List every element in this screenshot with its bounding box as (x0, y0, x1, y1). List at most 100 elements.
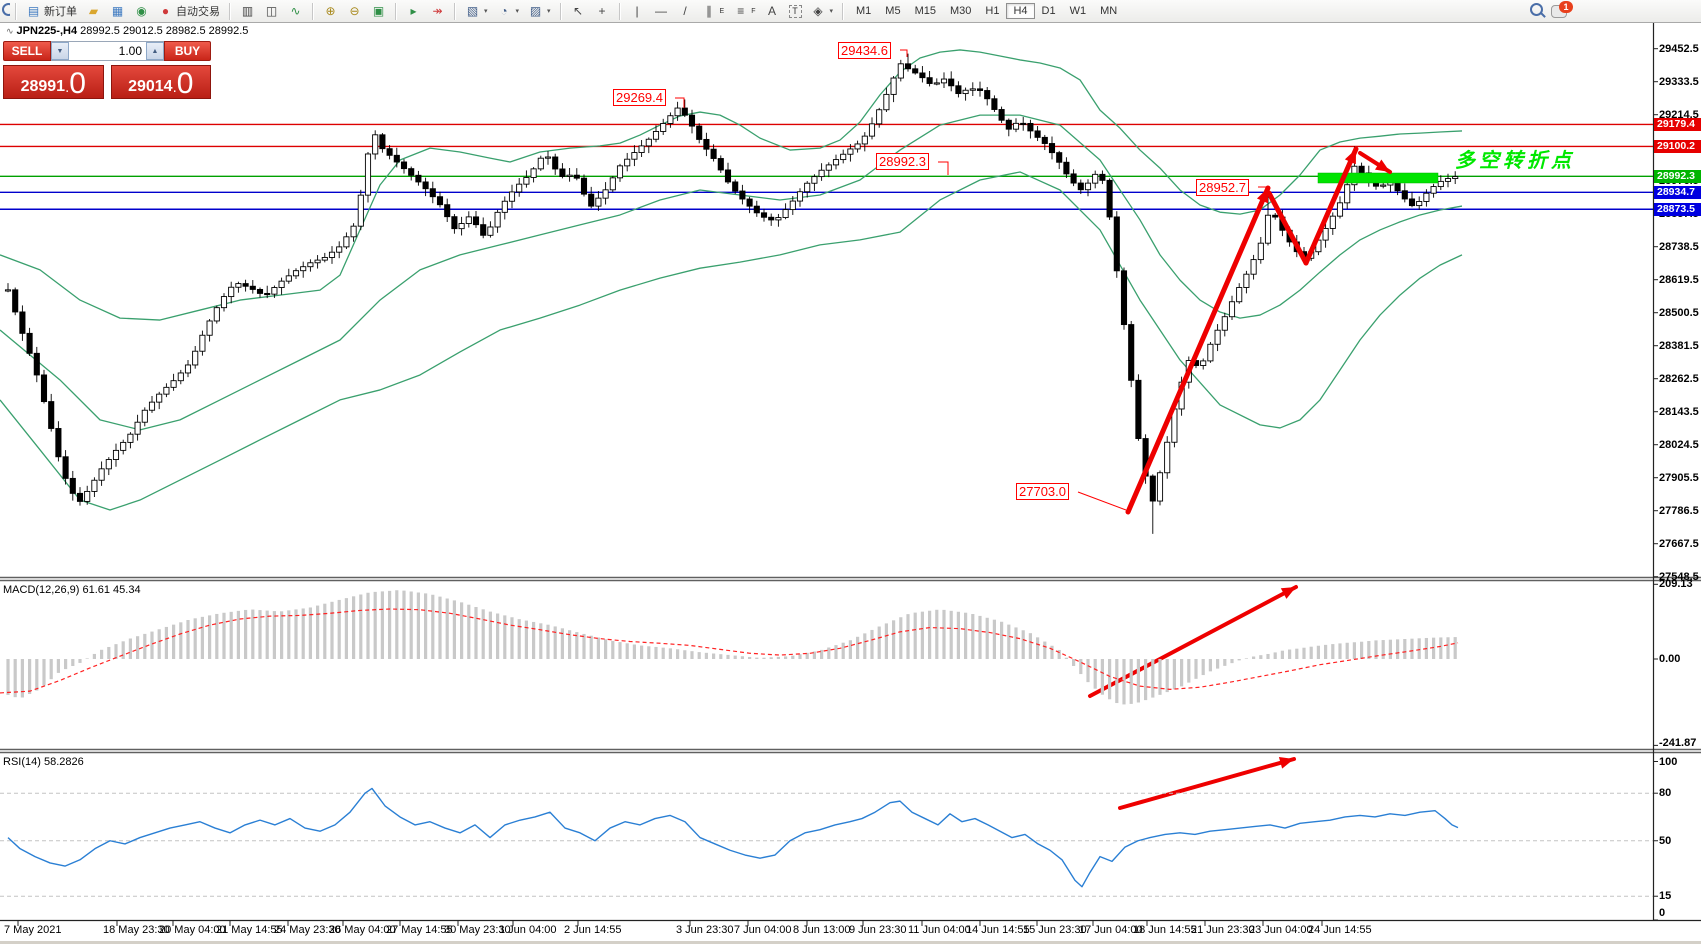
chevron-down-icon: ▾ (484, 8, 488, 15)
time-tick-label: 20 May 04:00 (159, 924, 226, 936)
candles-layer (4, 53, 1459, 534)
volume-decrease-button[interactable]: ▼ (51, 42, 69, 60)
rsi-axis-label: 80 (1659, 787, 1672, 800)
chart-shift-button[interactable]: ▸ (402, 3, 425, 20)
new-chart-button[interactable]: ▧ ▾ (461, 3, 492, 20)
time-tick-label: 24 May 23:30 (274, 924, 341, 936)
price-badge: 28992.3 (1654, 169, 1701, 183)
sell-price-display[interactable]: 28991. 0 (3, 65, 104, 99)
price-annotation-29269[interactable]: 29269.4 (613, 89, 666, 106)
timeframe-mn[interactable]: MN (1100, 5, 1118, 17)
toolbar-separator (454, 2, 456, 20)
vertical-line-button[interactable]: | (626, 3, 649, 20)
price-annotation-27703[interactable]: 27703.0 (1016, 483, 1069, 500)
price-tick-label: 27667.5 (1659, 537, 1699, 550)
auto-scroll-icon: ↠ (432, 3, 443, 18)
time-tick-label: 14 Jun 14:55 (966, 924, 1030, 936)
channel-button[interactable]: ∥ E (698, 3, 729, 20)
price-annotation-28992[interactable]: 28992.3 (876, 153, 929, 170)
bar-chart-button[interactable]: ▥ (236, 3, 259, 20)
price-annotation-28952[interactable]: 28952.7 (1196, 179, 1249, 196)
one-click-trading-panel: SELL ▼ 1.00 ▲ BUY 28991. 0 29014. 0 (3, 41, 211, 99)
main-toolbar: ▤ 新订单 ▰ ▦ ◉ ● 自动交易 ▥ ◫ ∿ ⊕ ⊖ ▣ ▸ ↠ ▧ ▾ ◔ ▾… (0, 0, 1701, 23)
time-tick-label: 23 Jun 04:00 (1249, 924, 1313, 936)
timeframe-h1[interactable]: H1 (985, 5, 1000, 17)
price-tick-label: 29333.5 (1659, 75, 1699, 88)
sell-price-big-digit: 0 (69, 67, 86, 100)
cursor-button[interactable]: ↖ (567, 3, 590, 20)
horizontal-line-button[interactable]: — (650, 3, 673, 20)
buy-price-display[interactable]: 29014. 0 (110, 65, 211, 100)
vertical-line-icon: | (635, 3, 639, 18)
rsi-label: RSI(14) 58.2826 (3, 756, 84, 768)
timeframe-m30[interactable]: M30 (949, 5, 972, 17)
auto-scroll-button[interactable]: ↠ (426, 3, 449, 20)
support-highlight-bar (1317, 172, 1439, 184)
candlestick-icon: ◫ (265, 3, 278, 18)
channel-icon: ∥ (706, 3, 713, 18)
buy-price-big-digit: 0 (176, 67, 194, 100)
price-annotation-29434[interactable]: 29434.6 (838, 42, 891, 59)
timeframe-h4[interactable]: H4 (1006, 3, 1035, 19)
clock-icon: ◔ (500, 3, 508, 18)
timeframe-m5[interactable]: M5 (885, 5, 901, 17)
shapes-button[interactable]: ◈ ▾ (807, 3, 838, 20)
time-tick-label: 17 Jun 04:00 (1079, 924, 1143, 936)
tile-windows-button[interactable]: ▣ (367, 3, 390, 20)
turning-point-annotation[interactable]: 多空转折点 (1455, 150, 1575, 172)
timeframe-m15[interactable]: M15 (914, 5, 936, 17)
toolbar-separator (312, 2, 314, 20)
zoom-in-button[interactable]: ⊕ (319, 3, 342, 20)
new-order-button[interactable]: ▤ 新订单 (22, 2, 81, 20)
price-tick-label: 28024.5 (1659, 438, 1699, 451)
toolbar-separator (15, 2, 17, 20)
time-tick-label: 9 Jun 23:30 (849, 924, 907, 936)
text-button[interactable]: A (761, 3, 784, 20)
autotrading-button[interactable]: ● 自动交易 (154, 2, 224, 20)
time-tick-label: 8 Jun 13:00 (793, 924, 851, 936)
window-bottom-edge (0, 941, 1701, 944)
line-chart-icon: ∿ (290, 3, 301, 18)
profile-button[interactable]: ▰ (82, 3, 105, 20)
zoom-out-button[interactable]: ⊖ (343, 3, 366, 20)
candlestick-button[interactable]: ◫ (260, 3, 283, 20)
chart-title: ∿ JPN225-,H4 28992.5 29012.5 28982.5 2899… (6, 25, 248, 37)
navigator-icon: ◉ (136, 3, 147, 18)
timeframe-d1[interactable]: D1 (1041, 5, 1056, 17)
timeframe-w1[interactable]: W1 (1069, 5, 1087, 17)
timeframe-m1[interactable]: M1 (856, 5, 872, 17)
template-icon: ▨ (529, 3, 542, 18)
buy-button[interactable]: BUY (164, 41, 211, 61)
chart-symbol-icon: ∿ (6, 26, 14, 36)
market-watch-button[interactable]: ▦ (106, 3, 129, 20)
navigator-button[interactable]: ◉ (130, 3, 153, 20)
period-button[interactable]: ◔ ▾ (493, 3, 524, 20)
chevron-down-icon: ▾ (829, 8, 834, 15)
profile-icon: ▰ (88, 3, 99, 18)
horizontal-line-icon: — (655, 3, 668, 18)
notifications-button[interactable]: 1 (1551, 0, 1573, 18)
text-label-button[interactable]: T (785, 4, 806, 19)
new-order-label: 新订单 (44, 6, 77, 18)
symbol-ohlc: 28992.5 29012.5 28982.5 28992.5 (80, 25, 249, 37)
autotrading-icon: ● (161, 3, 170, 18)
volume-value[interactable]: 1.00 (118, 44, 142, 58)
price-tick-label: 28262.5 (1659, 372, 1699, 385)
trendline-button[interactable]: / (674, 3, 697, 20)
shapes-icon: ◈ (813, 3, 823, 18)
line-chart-button[interactable]: ∿ (284, 3, 307, 20)
sell-button[interactable]: SELL (3, 41, 51, 61)
macd-panel-layer (0, 590, 1459, 705)
price-tick-label: 28500.5 (1659, 306, 1699, 319)
crosshair-button[interactable]: + (591, 3, 614, 20)
rsi-axis-label: 50 (1659, 834, 1672, 847)
volume-increase-button[interactable]: ▲ (146, 42, 164, 60)
search-button[interactable] (1530, 3, 1543, 19)
trendline-icon: / (683, 3, 687, 18)
time-tick-label: 18 May 23:30 (103, 924, 170, 936)
template-button[interactable]: ▨ ▾ (524, 3, 555, 20)
fibonacci-button[interactable]: ≡ F (729, 3, 759, 20)
time-tick-label: 24 Jun 14:55 (1308, 924, 1372, 936)
